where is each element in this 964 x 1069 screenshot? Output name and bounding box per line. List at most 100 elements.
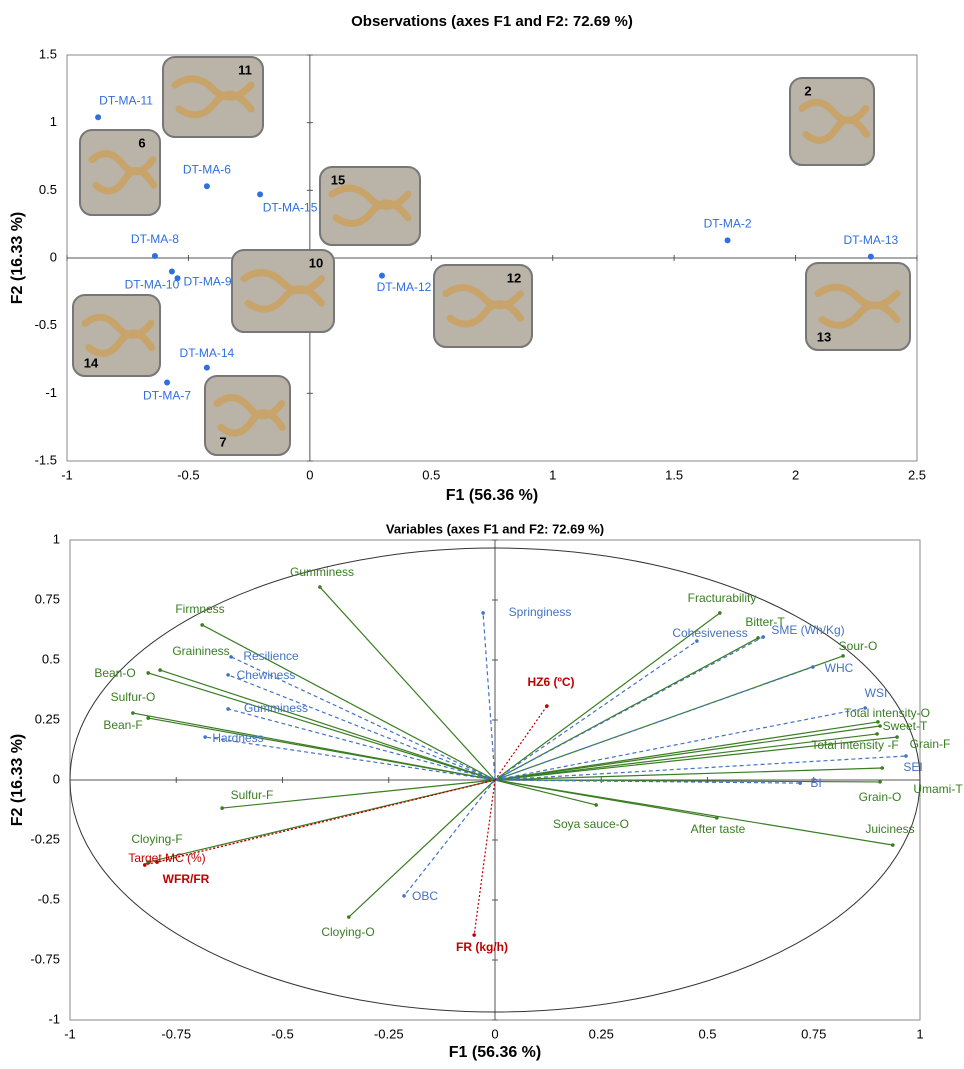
x-tick-label: 0.75 <box>801 1026 826 1041</box>
vector-tip <box>876 720 880 724</box>
vector-tip <box>131 711 135 715</box>
x-axis-label: F1 (56.36 %) <box>449 1044 541 1061</box>
y-tick-label: 0 <box>53 771 60 786</box>
point-label: DT-MA-13 <box>844 233 899 247</box>
variable-vector <box>319 586 496 781</box>
thumbnail-sample <box>240 269 326 313</box>
y-tick-label: 0.5 <box>39 182 57 197</box>
vector-tip <box>695 639 699 643</box>
vector-tip <box>229 655 233 659</box>
vector-tip <box>146 860 150 864</box>
variable-vector <box>201 624 496 781</box>
variable-vector <box>494 779 717 819</box>
variable-vector <box>148 672 496 781</box>
y-tick-label: -0.5 <box>38 891 60 906</box>
vector-tip <box>863 706 867 710</box>
vector-tip <box>226 673 230 677</box>
variable-label: Bean-F <box>103 718 142 732</box>
variable-vector <box>227 674 496 781</box>
y-tick-label: 0.5 <box>42 651 60 666</box>
vector-tip <box>472 933 476 937</box>
thumbnail-label: 7 <box>219 434 226 449</box>
variable-vector <box>494 666 814 781</box>
x-tick-label: 1 <box>916 1026 923 1041</box>
vector-tip <box>347 915 351 919</box>
vector-tip <box>158 668 162 672</box>
point <box>724 237 731 244</box>
vector-tip <box>481 611 485 615</box>
vector-tip <box>811 665 815 669</box>
vector-tip <box>798 781 802 785</box>
correlation-circle <box>69 547 921 1013</box>
point-label: DT-MA-6 <box>183 162 231 176</box>
thumbnail-sample <box>798 98 870 144</box>
y-tick-label: 1 <box>53 531 60 546</box>
point-label: DT-MA-8 <box>131 232 179 246</box>
x-tick-label: 0.5 <box>422 467 440 482</box>
thumbnail <box>789 77 875 166</box>
vector-tip <box>880 766 884 770</box>
thumbnail-label: 2 <box>804 83 811 98</box>
variable-vector <box>494 755 907 781</box>
point <box>95 114 102 121</box>
variable-label: Total intensity -F <box>811 738 898 752</box>
vector-tip <box>895 735 899 739</box>
variable-label: FR (kg/h) <box>456 940 508 954</box>
variable-vector <box>403 779 496 897</box>
vector-tip <box>878 780 882 784</box>
variable-label: Chewiness <box>237 668 296 682</box>
thumbnail-sample <box>88 150 158 195</box>
x-tick-label: -1 <box>64 1026 76 1041</box>
point-label: DT-MA-2 <box>704 217 752 231</box>
thumbnail-label: 14 <box>84 355 99 370</box>
vector-tip <box>875 732 879 736</box>
x-tick-label: -0.5 <box>177 467 199 482</box>
x-axis-label: F1 (56.36 %) <box>446 487 538 504</box>
point <box>203 364 210 371</box>
x-tick-label: 1.5 <box>665 467 683 482</box>
thumbnail-label: 11 <box>238 62 252 77</box>
vector-tip <box>545 704 549 708</box>
vector-tip <box>143 863 147 867</box>
point-label: DT-MA-12 <box>377 280 432 294</box>
vector-tip <box>146 716 150 720</box>
point <box>168 268 175 275</box>
variable-label: SEI <box>903 760 922 774</box>
variable-label: Cloying-F <box>131 832 182 846</box>
vector-tip <box>155 860 159 864</box>
y-tick-label: 1.5 <box>39 46 57 61</box>
vector-tip <box>318 585 322 589</box>
point <box>174 275 181 282</box>
vector-tip <box>841 654 845 658</box>
point <box>151 252 158 259</box>
y-axis-label: F2 (16.33 %) <box>9 734 26 826</box>
vector-tip <box>226 707 230 711</box>
variable-vector <box>494 733 878 781</box>
x-tick-label: -0.75 <box>161 1026 191 1041</box>
chart-title: Observations (axes F1 and F2: 72.69 %) <box>351 13 633 30</box>
variable-vector <box>159 669 496 781</box>
variable-label: SME (Wh/Kg) <box>771 623 844 637</box>
thumbnail <box>204 375 291 456</box>
thumbnail-sample <box>814 283 901 329</box>
variable-label: Sweet-T <box>883 719 928 733</box>
x-tick-label: -1 <box>61 467 73 482</box>
x-tick-label: 1 <box>549 467 556 482</box>
vector-tip <box>891 843 895 847</box>
variable-vector <box>494 721 879 781</box>
y-tick-label: -1 <box>48 1011 60 1026</box>
vector-tip <box>718 611 722 615</box>
variable-label: Sour-O <box>839 639 878 653</box>
vector-tip <box>146 671 150 675</box>
point <box>203 183 210 190</box>
vector-tip <box>756 636 760 640</box>
variable-vector <box>494 640 698 781</box>
point-label: DT-MA-9 <box>184 274 232 288</box>
variable-label: HZ6 (ºC) <box>527 675 574 689</box>
y-tick-label: -0.25 <box>30 831 60 846</box>
variable-label: Hardness <box>212 731 263 745</box>
x-tick-label: 2.5 <box>908 467 926 482</box>
vector-tip <box>200 623 204 627</box>
x-tick-label: -0.25 <box>374 1026 404 1041</box>
thumbnail-label: 12 <box>507 270 521 285</box>
